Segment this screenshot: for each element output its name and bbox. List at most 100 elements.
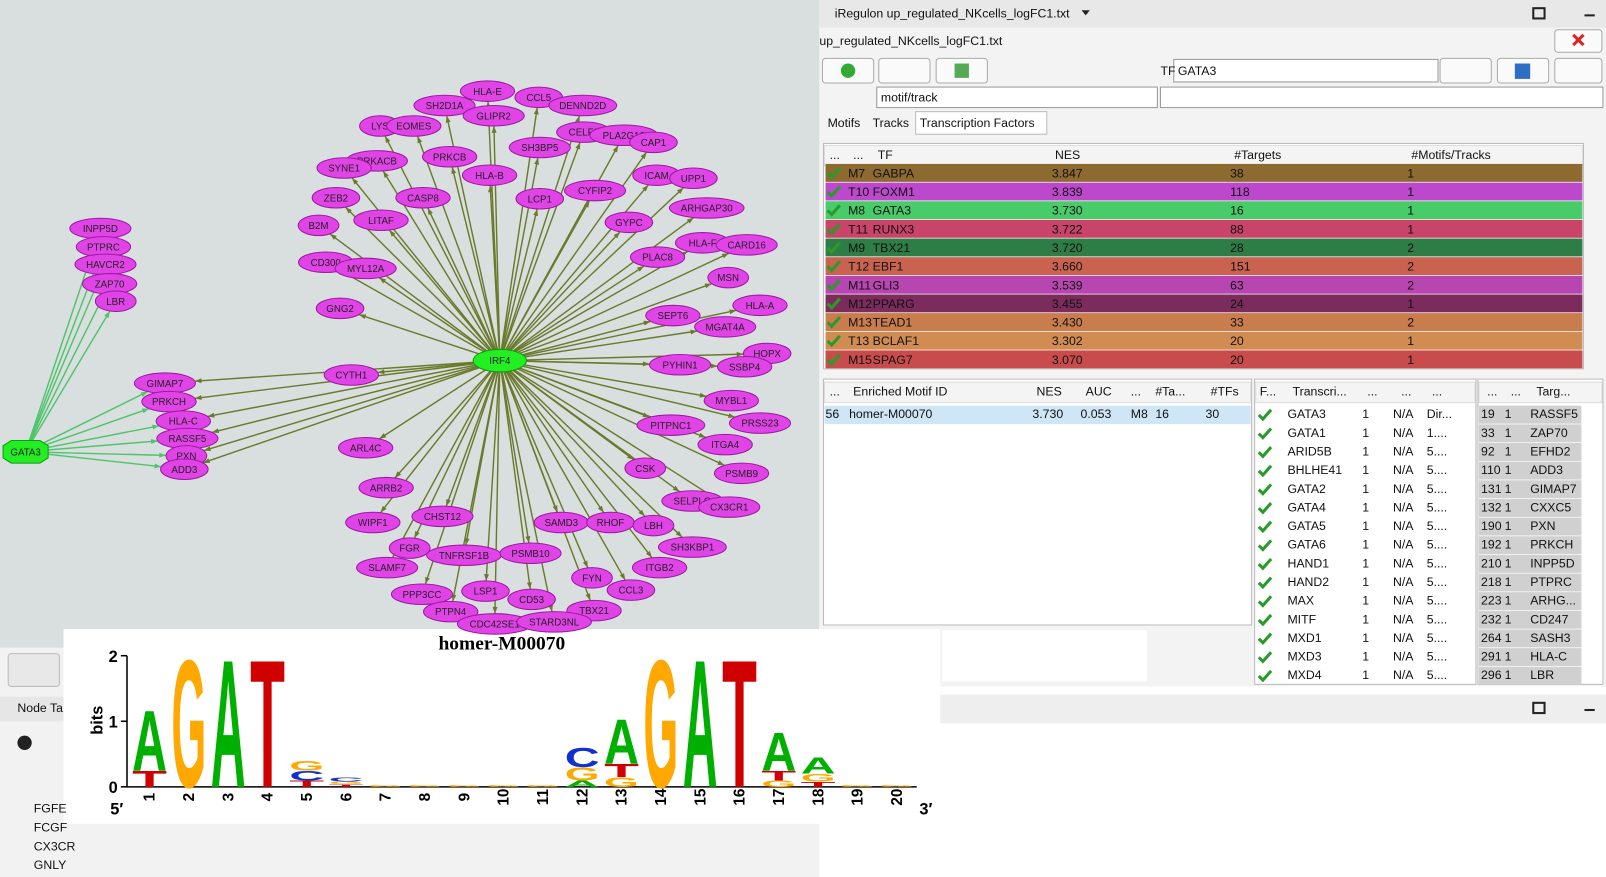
gene-node xyxy=(564,179,627,202)
edge-arrow xyxy=(414,531,420,539)
irf4-edge xyxy=(202,359,501,464)
motif-cell: M8 xyxy=(1131,407,1148,421)
gene-node xyxy=(297,214,340,237)
factor-cell: 1.... xyxy=(1427,426,1447,440)
maximize-icon[interactable] xyxy=(1532,701,1546,715)
edge-arrow xyxy=(585,593,591,601)
gene-label: GNG2 xyxy=(326,304,354,315)
tf-cell: 1 xyxy=(1407,185,1414,199)
tf-row[interactable] xyxy=(825,331,1583,350)
target-row xyxy=(1478,554,1582,573)
target-cell: 1 xyxy=(1505,556,1512,570)
tf-row[interactable] xyxy=(825,294,1583,313)
saveas-button[interactable] xyxy=(1554,57,1603,84)
tf-row[interactable] xyxy=(825,163,1583,182)
edge-arrow xyxy=(721,253,729,259)
logo-letter: A xyxy=(761,721,796,782)
gene-node xyxy=(395,186,451,209)
factor-cell: 1 xyxy=(1362,444,1369,458)
minimize-icon[interactable] xyxy=(1584,14,1595,17)
gene-node xyxy=(323,364,379,386)
factor-cell: BHLHE41 xyxy=(1287,463,1342,477)
gene-node xyxy=(728,412,792,434)
tf-cell: M8 xyxy=(848,204,865,218)
edge-arrow xyxy=(152,424,160,430)
tf-row[interactable] xyxy=(825,182,1583,201)
logo-title: homer-M00070 xyxy=(438,634,565,655)
tf-row[interactable] xyxy=(825,313,1583,332)
minimize-icon[interactable] xyxy=(1584,708,1595,712)
hub-label: GATA3 xyxy=(10,447,40,458)
gene-label: ADD3 xyxy=(171,465,197,476)
mode-combo[interactable] xyxy=(876,86,1158,109)
tf-cell: 151 xyxy=(1230,260,1251,274)
gene-label: TNFRSF1B xyxy=(439,551,489,562)
irf4-edge xyxy=(499,252,730,362)
target-cell: 19 xyxy=(1481,407,1495,421)
tf-row[interactable] xyxy=(825,275,1583,294)
target-row xyxy=(1478,610,1582,629)
tf-cell: M9 xyxy=(848,241,865,255)
gene-node xyxy=(632,514,675,537)
irf4-edge xyxy=(340,270,501,362)
node-table-tab[interactable] xyxy=(0,696,64,722)
gene-label: LBR xyxy=(106,297,125,308)
logo-letter: G xyxy=(447,784,482,788)
tab[interactable]: Transcription Factors xyxy=(920,116,1035,130)
settings-icon[interactable] xyxy=(17,735,32,750)
edge-arrow xyxy=(394,471,402,478)
edge-arrow xyxy=(645,550,653,558)
logo-letter: T xyxy=(604,761,639,781)
tab[interactable]: Tracks xyxy=(873,116,909,130)
gata3-edge xyxy=(24,274,102,453)
motif-cell: homer-M00070 xyxy=(849,407,932,421)
network-button[interactable] xyxy=(878,57,931,84)
maximize-icon[interactable] xyxy=(1532,7,1546,20)
target-row xyxy=(1478,424,1582,443)
irf4-edge xyxy=(489,185,501,361)
gene-label: SH3BP5 xyxy=(521,143,558,154)
table-header xyxy=(823,381,1252,404)
gene-label: CDC42SE1 xyxy=(470,620,520,631)
mode-value: motif/track xyxy=(881,91,938,105)
check-icon xyxy=(1257,539,1273,552)
tf-cell: TBX21 xyxy=(873,241,911,255)
target-cell: 1 xyxy=(1505,612,1512,626)
tf-cell: 2 xyxy=(1407,260,1414,274)
irf4-edge xyxy=(344,206,501,362)
tf-row[interactable] xyxy=(825,350,1583,369)
logo-letter: A xyxy=(565,779,602,789)
tf-row[interactable] xyxy=(825,257,1583,276)
factor-cell: MITF xyxy=(1287,612,1316,626)
gene-node xyxy=(649,353,712,376)
tf-cell: 3.839 xyxy=(1052,185,1083,199)
tf-combo[interactable] xyxy=(1173,58,1439,83)
apps-button[interactable] xyxy=(7,653,60,687)
gene-label: B2M xyxy=(309,221,329,232)
factor-cell: N/A xyxy=(1393,500,1414,514)
tf-cell: 2 xyxy=(1407,278,1414,292)
gene-node xyxy=(356,556,419,579)
logo-letter: C xyxy=(329,778,364,784)
gene-label: HLA-A xyxy=(746,301,775,312)
irf4-edge xyxy=(499,360,589,569)
factor-cell: Dir... xyxy=(1427,407,1452,421)
tf-row[interactable] xyxy=(825,238,1583,257)
load-button[interactable] xyxy=(1439,57,1492,84)
logo-letter: G xyxy=(289,758,324,773)
tf-row[interactable] xyxy=(825,219,1583,238)
gene-label: HLA-E xyxy=(473,87,502,98)
search-field[interactable] xyxy=(1159,86,1604,109)
tf-cell: SPAG7 xyxy=(873,353,913,367)
logo-letter: C xyxy=(565,742,600,773)
edge-arrow xyxy=(533,107,539,115)
logo-panel xyxy=(63,629,941,824)
motif-row[interactable] xyxy=(824,405,1251,425)
tf-row[interactable] xyxy=(825,201,1583,220)
edge-arrow xyxy=(675,530,683,538)
irf4-edge xyxy=(499,142,581,361)
gene-label: PSMB9 xyxy=(725,469,758,480)
tab[interactable]: Motifs xyxy=(828,116,861,130)
irf4-edge xyxy=(329,233,501,362)
column-header: ... xyxy=(830,148,840,162)
